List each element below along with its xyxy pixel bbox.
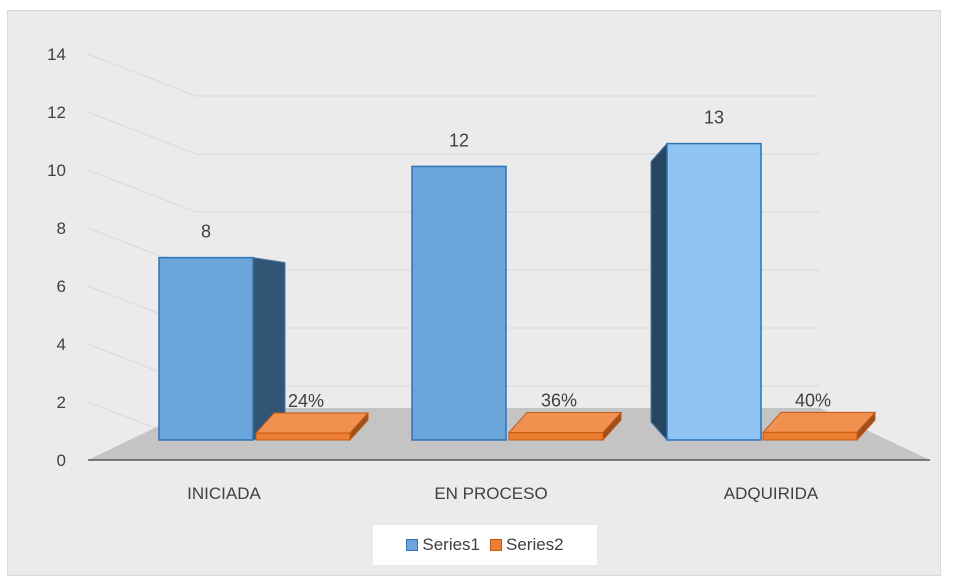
x-tick-label: EN PROCESO (434, 484, 547, 503)
data-label-series2: 36% (541, 391, 577, 411)
legend-item-series1: Series1 (406, 535, 480, 555)
bar-front-face (666, 142, 762, 441)
x-tick-label: INICIADA (187, 484, 261, 503)
gridline (87, 53, 820, 97)
y-tick-label: 2 (57, 393, 66, 412)
data-label-series1: 13 (704, 108, 724, 128)
y-tick-label: 12 (47, 103, 66, 122)
legend: Series1 Series2 (373, 525, 597, 565)
data-label-series2: 24% (288, 391, 324, 411)
bars (158, 142, 877, 442)
y-tick-label: 8 (57, 219, 66, 238)
x-tick-label: ADQUIRIDA (724, 484, 819, 503)
bar-series2 (761, 411, 877, 442)
bar-series1 (650, 142, 762, 442)
bar-series2 (507, 411, 623, 442)
bar-top-face (507, 412, 623, 434)
bar-front-face (158, 256, 254, 441)
data-label-series1: 12 (449, 130, 469, 150)
axis: 0 2 4 6 8 10 12 14 (47, 45, 930, 470)
bar-front-face (411, 165, 507, 441)
bar-series1 (158, 256, 286, 441)
y-tick-label: 10 (47, 161, 66, 180)
data-label-series2: 40% (795, 390, 831, 410)
bar-series1 (411, 165, 507, 441)
data-label-series1: 8 (201, 222, 211, 242)
y-tick-label: 14 (47, 45, 66, 64)
bar-top-face (761, 411, 877, 433)
legend-label-series2: Series2 (506, 535, 564, 554)
bar-front-face (762, 431, 858, 441)
gridline (87, 169, 820, 213)
y-tick-label: 4 (57, 335, 66, 354)
bar-front-face (255, 432, 351, 441)
labels: INICIADA EN PROCESO ADQUIRIDA 8 12 13 24% 36% 40… (187, 108, 831, 503)
legend-swatch-series1 (406, 539, 419, 551)
y-tick-label: 0 (57, 451, 66, 470)
y-tick-label: 6 (57, 277, 66, 296)
bar-front-face (508, 432, 604, 441)
legend-swatch-series2 (490, 539, 502, 551)
bar-series2 (254, 411, 370, 442)
legend-item-series2: Series2 (490, 535, 564, 555)
bar-top-face (254, 412, 370, 434)
bar-side-face (650, 142, 668, 442)
legend-label-series1: Series1 (422, 535, 480, 554)
gridline (87, 111, 820, 155)
